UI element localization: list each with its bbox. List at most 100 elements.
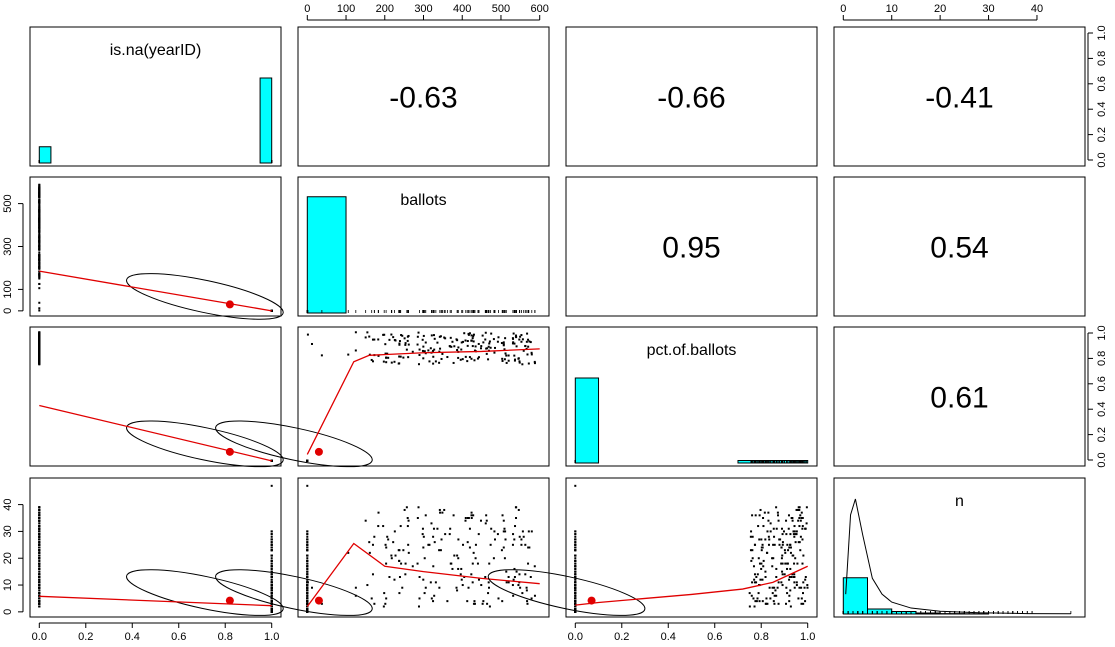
scatter-point [476,357,479,360]
scatter-point [503,348,506,351]
scatter-point [785,586,788,589]
scatter-point [306,530,309,533]
scatter-point [797,519,800,522]
scatter-point [776,511,779,514]
scatter-point [795,533,798,536]
scatter-point [385,546,388,549]
scatter-point [794,557,797,560]
x-tick-label: 0.4 [661,631,676,643]
scatter-point [780,527,783,530]
scatter-point [38,263,41,266]
scatter-point [430,334,433,337]
scatter-point [38,275,41,278]
scatter-point [524,344,527,347]
y-tick-label: 100 [2,280,14,298]
scatter-point [373,602,376,605]
scatter-point [772,543,775,546]
scatter-point [38,581,41,584]
scatter-point [38,232,41,235]
scatter-point [800,597,803,600]
scatter-point [383,333,386,336]
scatter-point [433,348,436,351]
scatter-point [765,551,768,554]
scatter-point [504,538,507,541]
scatter-point [758,538,761,541]
scatter-point [306,562,309,565]
scatter-point [517,508,520,511]
scatter-point [393,339,396,342]
scatter-point [574,549,577,552]
scatter-point [798,541,801,544]
scatter-point [392,336,395,339]
scatter-point [38,230,41,233]
scatter-point [517,584,520,587]
histogram-bar [867,608,893,615]
scatter-point [521,530,524,533]
scatter-point [792,530,795,533]
scatter-point [400,562,403,565]
scatter-point [440,357,443,360]
scatter-point [799,514,802,517]
scatter-point [430,597,433,600]
scatter-point [470,511,473,514]
scatter-point [777,514,780,517]
scatter-point [449,527,452,530]
scatter-point [515,570,518,573]
scatter-point [306,581,309,584]
scatter-point [512,594,515,597]
histogram-bar [915,612,941,615]
loess-line [306,348,540,455]
panel-frame [297,326,550,467]
scatter-point [38,228,41,231]
scatter-point [404,562,407,565]
scatter-point [387,356,390,359]
correlation-label: -0.66 [657,82,725,115]
scatter-point [270,594,273,597]
scatter-point [507,581,510,584]
scatter-point [762,517,765,520]
variable-label: ballots [400,192,446,209]
scatter-point [518,573,521,576]
scatter-point [802,602,805,605]
scatter-point [785,533,788,536]
scatter-point [767,535,770,538]
scatter-point [473,600,476,603]
scatter-point [481,334,484,337]
scatter-point [390,333,393,336]
scatter-point [513,359,516,362]
scatter-point [270,565,273,568]
scatter-point [806,584,809,587]
scatter-point [480,345,483,348]
scatter-point [440,538,443,541]
scatter-point [520,340,523,343]
scatter-point [507,359,510,362]
scatter-point [502,519,505,522]
scatter-point [804,575,807,578]
scatter-point [306,592,309,595]
scatter-point [377,338,380,341]
scatter-point [512,341,515,344]
scatter-point [411,565,414,568]
scatter-point [38,251,41,254]
scatter-point [795,584,798,587]
scatter-point [524,573,527,576]
scatter-point [793,535,796,538]
scatter-point [769,522,772,525]
scatter-point [371,543,374,546]
scatter-point [382,360,385,363]
scatter-point [38,276,41,279]
scatter-point [755,600,758,603]
scatter-point [407,543,410,546]
scatter-point [433,541,436,544]
scatter-point [38,213,41,216]
scatter-point [390,554,393,557]
scatter-point [38,354,41,357]
scatter-point [798,586,801,589]
scatter-point [792,554,795,557]
scatter-point [751,557,754,560]
scatter-point [574,584,577,587]
scatter-point [751,535,754,538]
scatter-point [460,348,463,351]
scatter-point [393,578,396,581]
scatter-point [455,586,458,589]
